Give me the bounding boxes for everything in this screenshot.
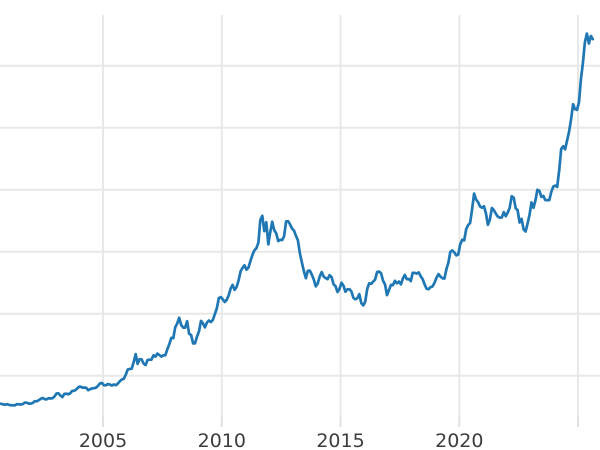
grid-vertical	[102, 15, 579, 417]
price-line-series	[0, 32, 595, 407]
x-tick-label: 2020	[435, 430, 483, 450]
grid-horizontal	[0, 64, 600, 377]
x-tick-label: 2005	[79, 430, 127, 450]
x-axis-labels: 2005 2010 2015 2020	[79, 430, 484, 450]
x-tick-label: 2010	[198, 430, 246, 450]
x-axis-ticks	[102, 417, 579, 427]
x-tick-label: 2015	[316, 430, 364, 450]
